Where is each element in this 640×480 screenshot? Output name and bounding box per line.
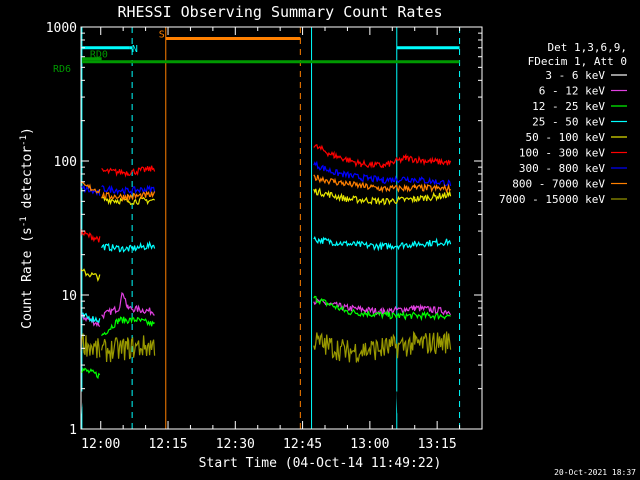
series-7000-15000-kev (80, 330, 452, 363)
y-axis-label-end: ) (20, 127, 35, 135)
series-12-25-kev (80, 295, 451, 380)
x-tick-label: 12:15 (148, 437, 187, 452)
legend-entry-label: 800 - 7000 keV (512, 178, 605, 191)
series-800-7000-kev (80, 174, 452, 203)
legend-entry-label: 100 - 300 keV (519, 147, 605, 160)
y-axis-label: Count Rate (s-1 detector-1) (19, 127, 35, 329)
y-axis-label-sup2: -1 (19, 135, 29, 146)
series-line (101, 316, 155, 337)
series-line (313, 187, 452, 206)
series-line (396, 388, 452, 415)
legend-entry-label: 3 - 6 keV (545, 69, 605, 82)
y-axis-label-mid: detector (20, 146, 35, 217)
legend-entry-label: 50 - 100 keV (526, 131, 606, 144)
x-tick-label: 12:00 (81, 437, 120, 452)
chart-title: RHESSI Observing Summary Count Rates (117, 3, 442, 21)
series-line (101, 291, 155, 320)
legend: Det 1,3,6,9, FDecim 1, Att 0 3 - 6 keV 6 … (499, 41, 627, 206)
y-tick-label: 100 (54, 155, 77, 170)
series-line (313, 174, 452, 194)
x-tick-label: 12:30 (216, 437, 255, 452)
series-line (313, 363, 384, 406)
legend-entry-label: 300 - 800 keV (519, 162, 605, 175)
flag-label: RD0 (90, 50, 108, 61)
legend-header-line-2: FDecim 1, Att 0 (528, 55, 627, 68)
series-line (101, 391, 130, 413)
series-line (313, 330, 452, 363)
series-line (313, 160, 452, 187)
y-tick-label: 10 (61, 289, 77, 304)
series-25-50-kev (80, 236, 452, 324)
flag-label: N (132, 44, 138, 55)
series-line (80, 268, 101, 282)
series-line (80, 312, 101, 324)
series-line (80, 391, 101, 414)
series-line (80, 367, 101, 380)
legend-entry-label: 25 - 50 keV (532, 116, 605, 129)
flag-label: RD6 (53, 64, 71, 75)
legend-entry-label: 12 - 25 keV (532, 100, 605, 113)
x-tick-label: 13:00 (350, 437, 389, 452)
series-3-6-kev (80, 363, 452, 415)
series-line (80, 333, 101, 359)
series-line (313, 236, 452, 252)
y-tick-label: 1 (69, 423, 77, 438)
series-line (101, 240, 156, 253)
legend-entry-label: 6 - 12 keV (539, 85, 606, 98)
series-line (80, 181, 101, 194)
series-line (101, 190, 156, 203)
x-axis-label: Start Time (04-Oct-14 11:49:22) (199, 456, 442, 471)
y-axis-label-sup1: -1 (19, 216, 29, 227)
flag-label: S (159, 30, 165, 41)
plot-area: N S RD0 RD6 1 10 100 1000 12:00 12:15 12:30 12:45 13… (46, 21, 483, 452)
y-tick-label: 1000 (46, 21, 77, 36)
legend-header-line-1: Det 1,3,6,9, (548, 41, 627, 54)
series-line (101, 335, 156, 363)
series-line (80, 228, 101, 243)
y-axis-label-main: Count Rate (s (20, 227, 35, 329)
footer-timestamp: 20-Oct-2021 18:37 (554, 468, 636, 477)
x-tick-label: 12:45 (283, 437, 322, 452)
series-line (101, 184, 156, 196)
legend-entry-label: 7000 - 15000 keV (499, 193, 605, 206)
series-line (313, 297, 452, 317)
series-100-300-kev (80, 144, 452, 243)
x-tick-label: 13:15 (418, 437, 457, 452)
series-line (101, 165, 156, 178)
series-line (313, 295, 451, 322)
plot-frame (80, 26, 483, 430)
series-line (313, 144, 452, 169)
